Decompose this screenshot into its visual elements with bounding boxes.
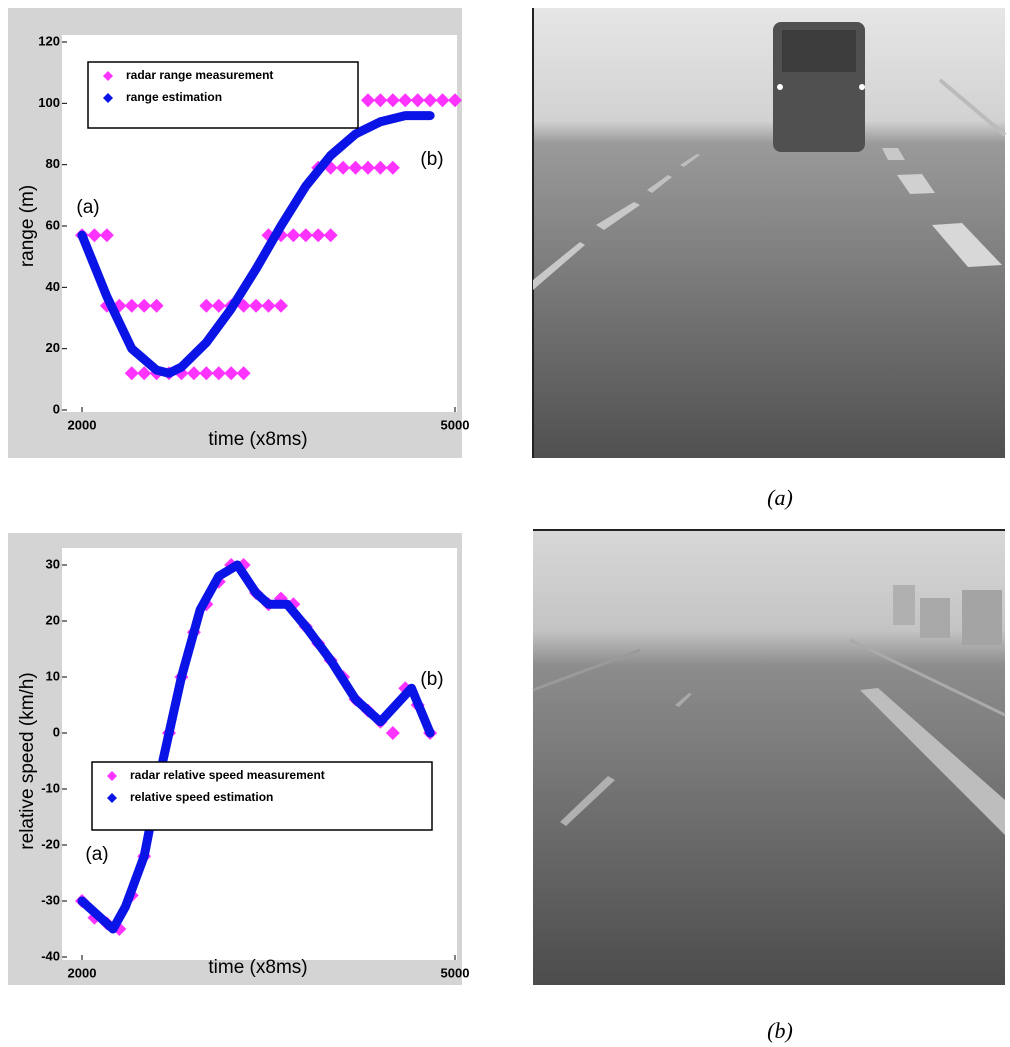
annotation: (b) [420,149,443,170]
radar-point [286,228,301,243]
y-tick-label: -40 [41,948,60,963]
y-tick-label: -30 [41,892,60,907]
radar-point [273,298,288,313]
legend-box [91,761,433,831]
estimation-line [77,111,435,378]
radar-point [398,93,413,108]
photo-empty-road-in-fog [532,529,1006,985]
x-axis-label: time (x8ms) [208,957,307,978]
radar-point [224,366,239,381]
caption: (a) [767,485,793,510]
radar-point [373,93,388,108]
radar-point [298,228,313,243]
radar-point [311,228,326,243]
annotation: (b) [420,669,443,690]
y-tick-label: 30 [46,556,60,571]
radar-point [137,298,152,313]
radar-point [99,228,114,243]
radar-point [87,228,102,243]
estimation-line [77,560,435,934]
x-tick-label: 5000 [441,417,470,432]
radar-point [199,366,214,381]
x-axis-label: time (x8ms) [208,429,307,450]
radar-point [186,366,201,381]
radar-point [261,298,276,313]
radar-point [373,160,388,175]
caption: (b) [767,1018,793,1043]
legend-marker [103,93,113,103]
y-tick-label: 20 [46,340,60,355]
y-axis-label: range (m) [17,185,38,267]
y-tick-label: -20 [41,836,60,851]
radar-point [236,366,251,381]
y-tick-label: 10 [46,668,60,683]
y-tick-label: 40 [46,279,60,294]
y-tick-label: 100 [38,95,60,110]
legend-label: relative speed estimation [130,790,273,804]
y-tick-label: 0 [53,401,60,416]
legend-marker [107,793,117,803]
radar-point [360,160,375,175]
radar-point [124,366,139,381]
legend-label: range estimation [126,90,222,104]
radar-point [348,160,363,175]
radar-point [149,298,164,313]
radar-point [336,160,351,175]
y-axis-label: relative speed (km/h) [17,672,38,849]
x-tick-label: 2000 [68,417,97,432]
radar-point [385,160,400,175]
x-tick-label: 2000 [68,965,97,980]
y-tick-label: 80 [46,156,60,171]
annotation: (a) [76,197,99,218]
radar-point [124,298,139,313]
radar-point [199,298,214,313]
plot-area [62,548,457,960]
y-tick-label: -10 [41,780,60,795]
photo-vehicle-in-fog [532,8,1007,458]
y-tick-label: 0 [53,724,60,739]
legend-marker [107,771,117,781]
y-tick-label: 60 [46,217,60,232]
y-tick-label: 20 [46,612,60,627]
radar-point [323,228,338,243]
radar-point [249,298,264,313]
radar-point [211,366,226,381]
radar-point [410,93,425,108]
legend-label: radar relative speed measurement [130,768,325,782]
radar-point [385,726,400,740]
legend-label: radar range measurement [126,68,273,82]
legend-marker [103,71,113,81]
annotation: (a) [85,844,108,865]
x-tick-label: 5000 [441,965,470,980]
radar-point [360,93,375,108]
legend-box [87,61,359,129]
radar-point [385,93,400,108]
y-tick-label: 120 [38,33,60,48]
radar-point [423,93,438,108]
radar-point [448,93,462,108]
radar-point [435,93,450,108]
radar-point [137,366,152,381]
radar-point [211,298,226,313]
